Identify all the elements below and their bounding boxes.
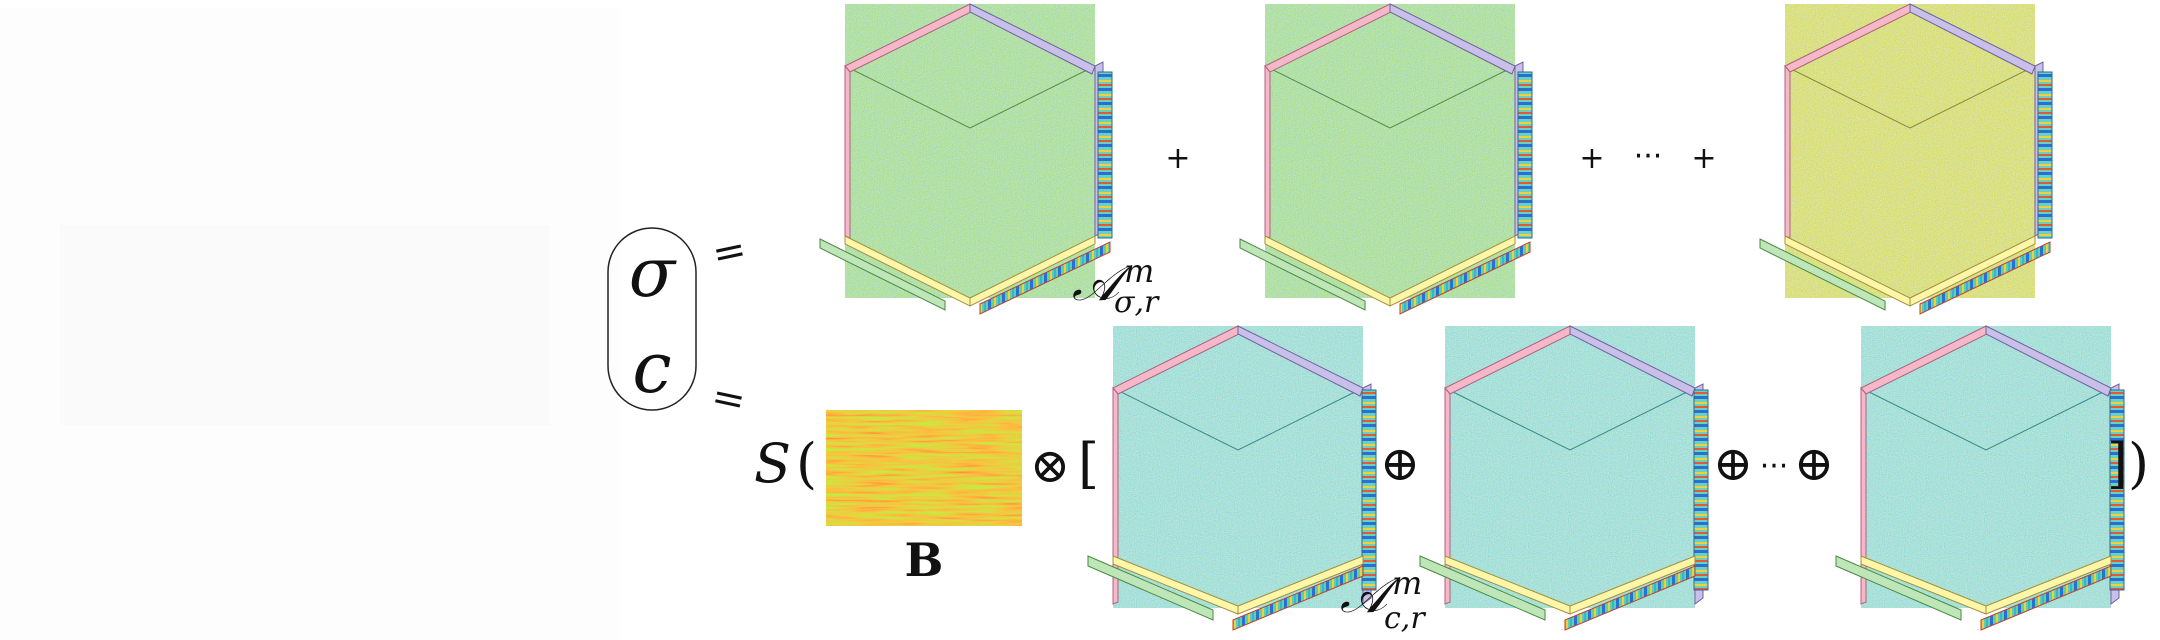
open-bracket: [ <box>1078 432 1099 495</box>
function-s: S <box>754 432 791 495</box>
open-paren: ( <box>796 432 817 495</box>
sigma-tensor-cube-3 <box>1759 3 2053 315</box>
ellipsis-top: ··· <box>1634 139 1663 174</box>
oplus-3: ⊕ <box>1794 436 1834 492</box>
close-bracket-paren: ]) <box>2107 432 2149 495</box>
color-tensor-cube-2 <box>1419 325 1709 631</box>
lhs-c: c <box>632 327 671 409</box>
plus-top-2: + <box>1579 141 1604 176</box>
sigma-tensor-cube-1 <box>819 3 1113 315</box>
lhs-bracket <box>607 227 697 411</box>
plus-top-3: + <box>1691 141 1716 176</box>
matrix-b-label: B <box>905 533 944 587</box>
lhs-sigma: σ <box>629 234 677 313</box>
plus-top-1: + <box>1165 141 1190 176</box>
oplus-2: ⊕ <box>1713 436 1753 492</box>
background-inner-panel <box>60 225 550 425</box>
color-tensor-label: 𝒜 m c,r <box>1340 564 1426 636</box>
equals-bottom: = <box>707 373 749 425</box>
sigma-tensor-label-sup: m <box>1124 252 1154 290</box>
oplus-1: ⊕ <box>1380 436 1420 492</box>
color-tensor-cube-1 <box>1087 325 1377 631</box>
otimes-operator: ⊗ <box>1030 438 1070 494</box>
sigma-tensor-label-subscript: σ,r <box>1114 285 1160 320</box>
equals-top: = <box>708 226 750 278</box>
matrix-b-heatmap <box>826 410 1022 526</box>
sigma-tensor-cube-2 <box>1239 3 1533 315</box>
color-tensor-label-subscript: c,r <box>1384 601 1426 636</box>
color-tensor-cube-3 <box>1835 325 2125 631</box>
ellipsis-bottom: ··· <box>1760 449 1789 484</box>
color-tensor-label-sup: m <box>1392 564 1422 602</box>
sigma-tensor-label: 𝒜 m σ,r <box>1072 252 1160 320</box>
